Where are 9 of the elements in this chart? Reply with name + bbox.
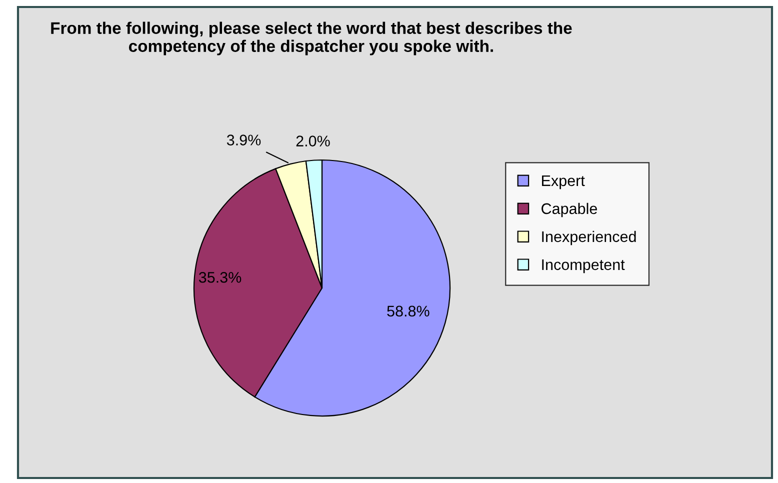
legend-label: Expert (542, 175, 585, 190)
data-label: 2.0% (296, 136, 330, 146)
chart-title: From the following, please select the word that best describes the competency of the dispatcher you spoke with. (51, 22, 572, 56)
legend-label: Capable (542, 202, 598, 218)
legend-label: Incompetent (542, 259, 625, 274)
legend-label: Inexperienced (542, 230, 636, 246)
data-label: 35.3% (198, 272, 242, 283)
data-label: 58.8% (387, 306, 430, 317)
data-label: 3.9% (226, 134, 261, 146)
